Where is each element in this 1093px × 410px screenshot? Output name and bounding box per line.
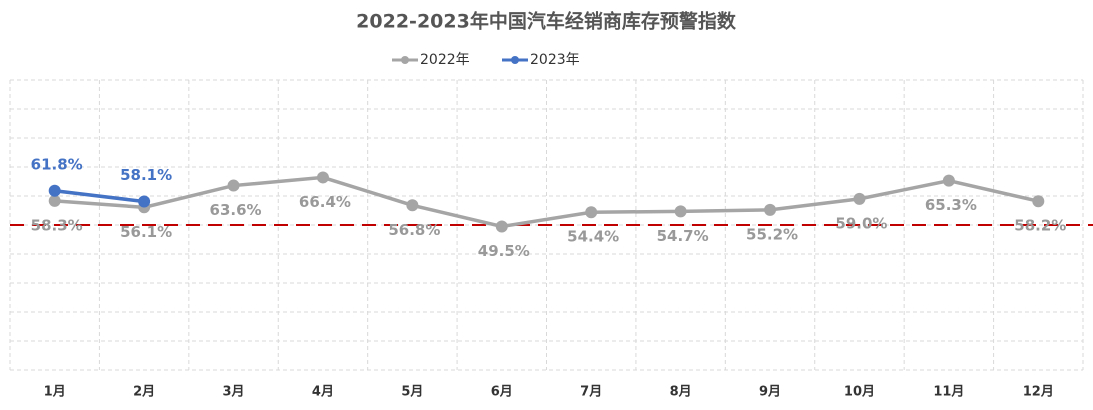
x-tick-label: 3月	[223, 385, 245, 400]
data-label: 59.0%	[835, 214, 887, 232]
data-point	[48, 184, 61, 197]
data-label: 56.8%	[388, 221, 440, 239]
chart-title: 2022-2023年中国汽车经销商库存预警指数	[356, 10, 737, 33]
legend-marker	[401, 56, 409, 64]
x-tick-label: 11月	[933, 385, 964, 400]
x-tick-label: 4月	[312, 385, 334, 400]
x-tick-label: 1月	[44, 385, 66, 400]
data-point	[316, 171, 329, 184]
x-tick-label: 7月	[580, 385, 602, 400]
data-point	[942, 174, 955, 187]
series-line	[54, 189, 145, 204]
legend-label: 2022年	[420, 52, 470, 68]
legend-marker	[511, 56, 519, 64]
x-tick-label: 9月	[759, 385, 781, 400]
data-point	[853, 192, 866, 205]
data-label: 63.6%	[210, 201, 262, 219]
data-label: 65.3%	[925, 196, 977, 214]
data-point	[227, 179, 240, 192]
data-point	[585, 206, 598, 219]
data-label: 54.7%	[657, 227, 709, 245]
data-label: 55.2%	[746, 225, 798, 243]
x-tick-label: 2月	[133, 385, 155, 400]
data-label: 66.4%	[299, 193, 351, 211]
data-point	[406, 199, 419, 212]
x-tick-label: 12月	[1023, 385, 1054, 400]
data-label: 58.2%	[1014, 217, 1066, 235]
data-point	[674, 205, 687, 218]
data-point	[495, 220, 508, 233]
data-label: 61.8%	[31, 155, 83, 173]
data-label: 58.1%	[120, 166, 172, 184]
data-point	[764, 203, 777, 216]
legend-label: 2023年	[530, 52, 580, 68]
data-point	[1032, 195, 1045, 208]
x-tick-label: 8月	[670, 385, 692, 400]
data-label: 54.4%	[567, 228, 619, 246]
x-tick-label: 10月	[844, 385, 875, 400]
data-label: 56.1%	[120, 223, 172, 241]
data-label: 58.3%	[31, 216, 83, 234]
x-tick-label: 6月	[491, 385, 513, 400]
data-point	[48, 194, 61, 207]
series-line	[54, 175, 1039, 229]
x-tick-label: 5月	[401, 385, 423, 400]
data-label: 49.5%	[478, 242, 530, 260]
data-point	[138, 195, 151, 208]
